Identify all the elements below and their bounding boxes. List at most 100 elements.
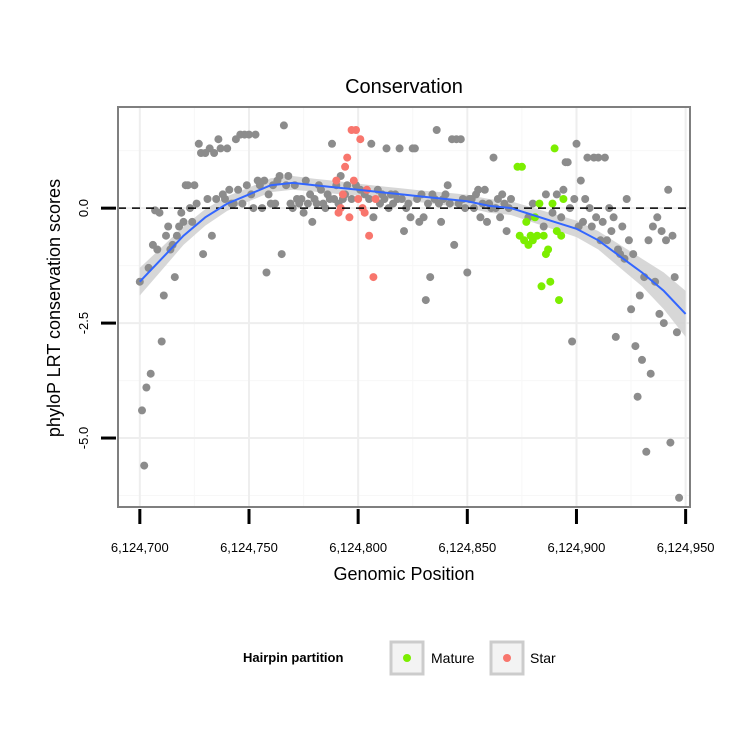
data-point-star bbox=[336, 204, 345, 213]
data-point-other bbox=[303, 199, 312, 208]
data-point-other bbox=[382, 144, 391, 153]
x-tick-label: 6,124,950 bbox=[657, 540, 715, 555]
data-point-other bbox=[164, 222, 173, 231]
data-point-other bbox=[572, 139, 581, 148]
data-point-other bbox=[622, 195, 631, 203]
data-point-other bbox=[662, 236, 670, 245]
data-point-other bbox=[675, 493, 684, 502]
trend-confidence-band bbox=[139, 176, 686, 337]
y-axis-title: phyloP LRT conservation scores bbox=[44, 179, 64, 437]
data-point-other bbox=[170, 273, 179, 282]
data-point-other bbox=[317, 185, 325, 194]
data-point-other bbox=[271, 199, 280, 208]
data-point-other bbox=[406, 213, 415, 222]
data-point-other bbox=[579, 217, 587, 226]
data-point-other bbox=[216, 144, 225, 153]
data-point-other bbox=[528, 199, 537, 208]
data-point-other bbox=[443, 181, 452, 190]
chart-title: Conservation bbox=[345, 76, 463, 98]
data-point-mature bbox=[546, 277, 555, 286]
data-point-other bbox=[183, 181, 192, 190]
plot-border bbox=[117, 106, 691, 508]
data-point-other bbox=[242, 181, 251, 190]
series-star bbox=[332, 126, 380, 282]
data-point-other bbox=[480, 185, 489, 194]
data-point-other bbox=[445, 199, 454, 208]
data-point-star bbox=[356, 135, 365, 144]
data-point-other bbox=[299, 208, 308, 217]
data-point-other bbox=[419, 213, 428, 222]
data-point-other bbox=[437, 217, 446, 226]
data-point-other bbox=[635, 291, 644, 300]
x-tick-label: 6,124,850 bbox=[438, 540, 496, 555]
data-point-other bbox=[155, 208, 164, 217]
data-point-other bbox=[559, 185, 568, 194]
data-point-other bbox=[489, 153, 498, 162]
data-point-other bbox=[162, 231, 170, 240]
data-point-other bbox=[441, 190, 450, 199]
data-point-mature bbox=[539, 231, 548, 240]
data-point-other bbox=[153, 245, 162, 254]
data-point-other bbox=[188, 217, 197, 226]
data-point-other bbox=[631, 342, 640, 351]
data-point-other bbox=[541, 190, 550, 199]
data-point-other bbox=[221, 195, 229, 203]
data-point-other bbox=[234, 185, 243, 194]
data-point-other bbox=[668, 231, 677, 240]
data-point-other bbox=[297, 195, 306, 203]
data-point-other bbox=[664, 185, 673, 194]
data-point-other bbox=[633, 392, 642, 401]
data-point-other bbox=[607, 227, 616, 236]
data-point-other bbox=[642, 447, 651, 456]
data-point-other bbox=[461, 204, 470, 213]
data-point-other bbox=[157, 337, 166, 346]
data-point-other bbox=[397, 195, 406, 203]
data-point-other bbox=[301, 176, 310, 185]
data-point-other bbox=[343, 181, 352, 190]
data-point-other bbox=[177, 208, 186, 217]
data-point-star bbox=[352, 126, 360, 134]
data-point-other bbox=[496, 213, 505, 222]
data-point-star bbox=[365, 231, 374, 240]
data-point-other bbox=[611, 332, 620, 341]
legend-label-star: Star bbox=[530, 650, 556, 666]
data-point-other bbox=[395, 144, 404, 153]
data-point-other bbox=[249, 204, 258, 213]
data-point-other bbox=[672, 328, 681, 337]
data-point-other bbox=[400, 227, 408, 236]
data-point-other bbox=[424, 199, 432, 208]
data-point-other bbox=[474, 185, 483, 194]
data-point-other bbox=[192, 199, 201, 208]
data-point-other bbox=[653, 213, 662, 222]
data-point-other bbox=[618, 222, 627, 231]
data-point-other bbox=[308, 217, 317, 226]
data-point-other bbox=[225, 185, 234, 194]
data-point-mature bbox=[533, 231, 542, 240]
data-point-other bbox=[670, 273, 679, 282]
x-tick-label: 6,124,900 bbox=[548, 540, 606, 555]
data-point-other bbox=[207, 231, 216, 240]
data-point-other bbox=[279, 121, 288, 130]
data-point-other bbox=[172, 231, 181, 240]
legend-marker-star bbox=[503, 654, 511, 662]
data-point-mature bbox=[537, 282, 546, 291]
data-point-other bbox=[603, 236, 611, 245]
data-point-other bbox=[648, 222, 657, 231]
data-point-other bbox=[463, 268, 472, 277]
data-point-other bbox=[142, 383, 151, 392]
data-point-other bbox=[651, 277, 660, 286]
data-point-other bbox=[262, 268, 271, 277]
data-point-other bbox=[548, 208, 557, 217]
data-point-other bbox=[498, 190, 507, 199]
data-point-mature bbox=[548, 199, 557, 208]
trend-line bbox=[139, 181, 687, 315]
legend-label-mature: Mature bbox=[431, 650, 475, 666]
data-point-star bbox=[343, 153, 352, 162]
data-point-other bbox=[245, 130, 253, 139]
x-tick-label: 6,124,750 bbox=[220, 540, 278, 555]
data-point-other bbox=[223, 144, 232, 153]
data-point-star bbox=[338, 190, 347, 199]
data-point-other bbox=[507, 195, 515, 203]
data-point-other bbox=[483, 217, 491, 226]
data-point-other bbox=[203, 195, 212, 203]
